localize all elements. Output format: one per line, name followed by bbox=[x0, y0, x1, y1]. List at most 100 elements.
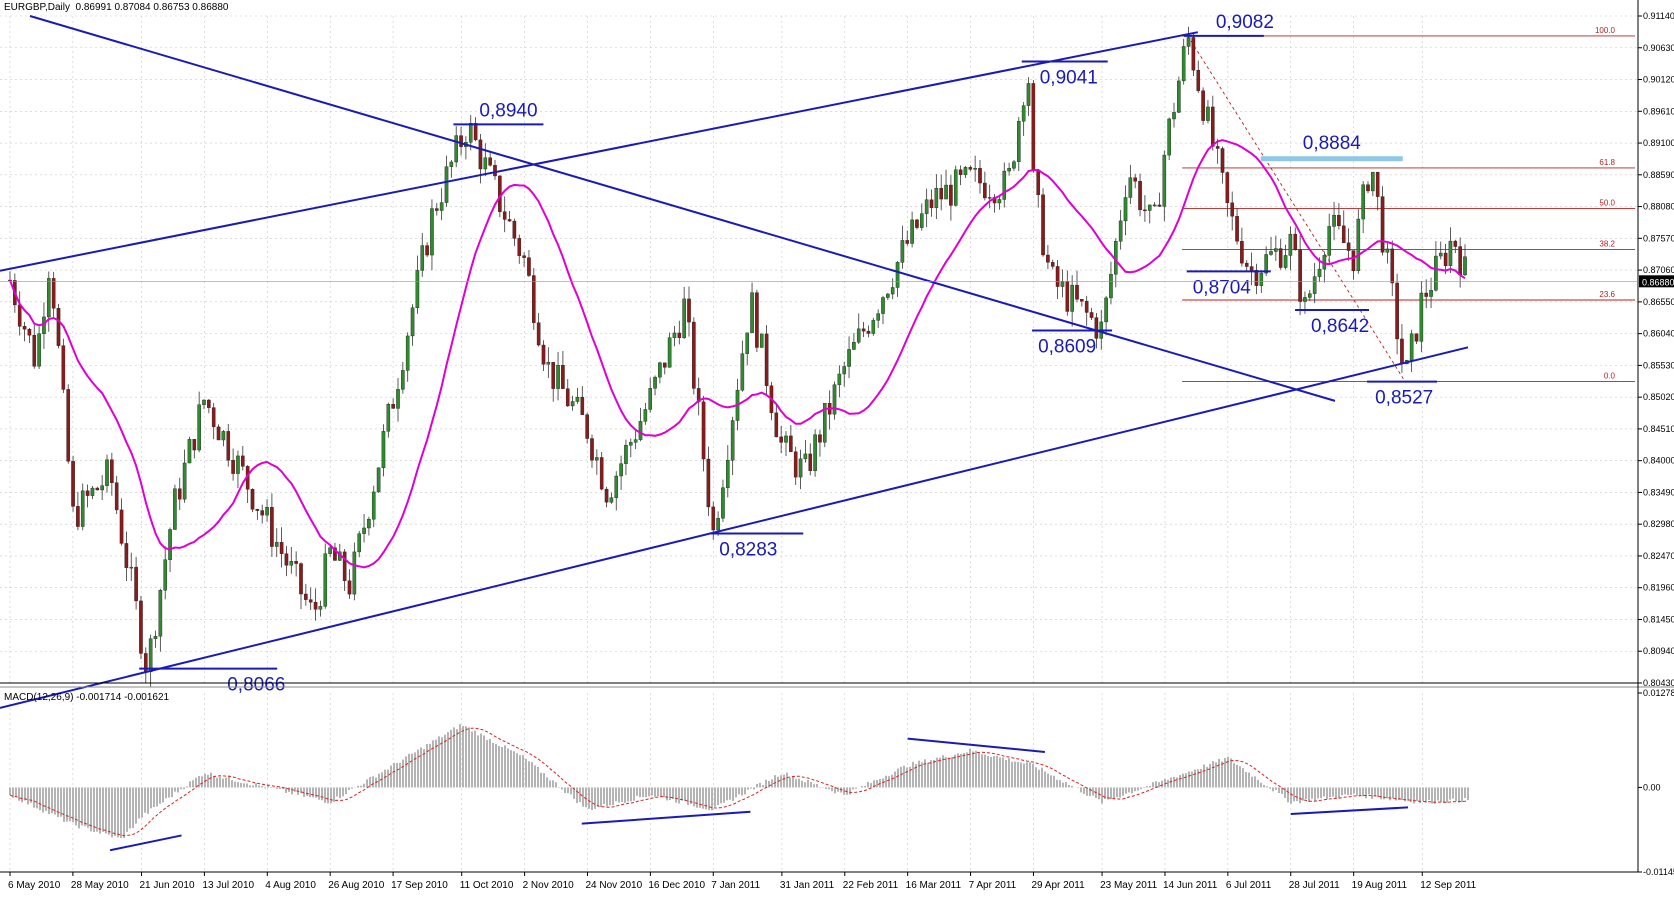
candle-body bbox=[556, 365, 560, 389]
candle-body bbox=[924, 199, 929, 214]
candle-body bbox=[1060, 281, 1065, 287]
time-tick-label: 4 Aug 2010 bbox=[265, 880, 316, 891]
candle-body bbox=[1094, 317, 1099, 339]
candle-body bbox=[1050, 262, 1055, 267]
time-tick-label: 7 Jan 2011 bbox=[711, 880, 760, 891]
candle-body bbox=[371, 491, 376, 520]
candle-body bbox=[1327, 226, 1331, 256]
candle-body bbox=[944, 184, 948, 200]
fib-level-label: 61.8 bbox=[1599, 158, 1615, 167]
candle-body bbox=[202, 399, 206, 405]
candle-body bbox=[997, 199, 1002, 204]
time-tick-label: 14 Jun 2011 bbox=[1163, 880, 1218, 891]
upper-channel-trendline bbox=[0, 31, 1199, 272]
candle-body bbox=[900, 240, 905, 263]
candle-body bbox=[653, 376, 657, 389]
candle-body bbox=[662, 362, 667, 368]
candle-body bbox=[793, 451, 798, 478]
candle-body bbox=[832, 384, 837, 415]
candle-body bbox=[1337, 214, 1341, 227]
candle-body bbox=[517, 238, 522, 256]
time-tick-label: 29 Apr 2011 bbox=[1031, 880, 1085, 891]
time-tick-label: 31 Jan 2011 bbox=[780, 880, 835, 891]
candle-body bbox=[798, 458, 803, 478]
candle-body bbox=[856, 328, 861, 343]
candle-body bbox=[134, 566, 138, 602]
candle-body bbox=[1317, 268, 1322, 277]
candle-body bbox=[401, 370, 405, 390]
price-annotation-label: 0,8066 bbox=[227, 675, 285, 696]
candle-body bbox=[546, 362, 551, 365]
candle-body bbox=[522, 255, 526, 258]
candle-body bbox=[236, 455, 240, 474]
candle-body bbox=[852, 342, 856, 350]
candle-body bbox=[299, 563, 303, 595]
candle-body bbox=[789, 435, 793, 452]
candle-body bbox=[260, 510, 265, 516]
candle-body bbox=[376, 467, 381, 493]
candle-body bbox=[1303, 297, 1307, 302]
candle-body bbox=[153, 636, 158, 639]
candle-body bbox=[1312, 276, 1317, 294]
candle-body bbox=[565, 388, 570, 407]
candle-body bbox=[1424, 292, 1428, 297]
candle-body bbox=[328, 547, 332, 554]
candle-body bbox=[808, 453, 813, 471]
candle-body bbox=[454, 135, 459, 163]
candle-body bbox=[1366, 184, 1370, 192]
price-candles bbox=[8, 26, 1467, 687]
candle-body bbox=[1225, 172, 1230, 204]
candle-body bbox=[527, 257, 531, 276]
candle-body bbox=[333, 547, 337, 561]
trendlines[interactable] bbox=[0, 15, 1469, 709]
candle-body bbox=[396, 389, 400, 409]
candle-body bbox=[692, 321, 696, 389]
candle-body bbox=[1123, 197, 1128, 222]
candle-body bbox=[1244, 262, 1249, 267]
candle-body bbox=[483, 157, 488, 170]
price-tick-label: 0.91140 bbox=[1643, 11, 1674, 21]
descending-trendline bbox=[29, 15, 1336, 402]
candle-body bbox=[1269, 251, 1273, 255]
time-tick-label: 22 Feb 2011 bbox=[843, 880, 899, 891]
candle-body bbox=[37, 333, 41, 367]
candle-body bbox=[1409, 333, 1414, 361]
candle-body bbox=[473, 123, 478, 141]
candle-body bbox=[813, 434, 817, 471]
candle-body bbox=[1133, 177, 1137, 182]
price-tick-label: 0.84000 bbox=[1643, 456, 1674, 466]
candle-body bbox=[391, 404, 395, 409]
macd-tick-label: 0.012785 bbox=[1643, 688, 1674, 698]
candle-body bbox=[973, 168, 977, 170]
candle-body bbox=[1230, 202, 1234, 217]
candle-body bbox=[47, 278, 51, 318]
candle-body bbox=[580, 396, 585, 415]
candle-body bbox=[1031, 83, 1036, 171]
candle-body bbox=[425, 245, 429, 256]
candle-body bbox=[1012, 161, 1016, 169]
candle-body bbox=[114, 482, 119, 511]
candle-body bbox=[211, 407, 216, 428]
candle-body bbox=[357, 533, 362, 553]
price-tick-label: 0.80430 bbox=[1643, 678, 1674, 688]
candle-body bbox=[895, 262, 900, 288]
candle-body bbox=[1293, 233, 1298, 250]
candle-body bbox=[658, 362, 662, 378]
candle-body bbox=[847, 349, 851, 367]
candle-body bbox=[415, 270, 420, 309]
candle-body bbox=[85, 490, 90, 496]
candle-body bbox=[1240, 240, 1244, 264]
candle-body bbox=[381, 431, 386, 469]
candle-body bbox=[27, 328, 32, 336]
candle-body bbox=[721, 487, 725, 519]
candle-body bbox=[488, 157, 492, 166]
candle-body bbox=[1186, 37, 1191, 47]
candle-body bbox=[1162, 154, 1167, 207]
candle-body bbox=[1278, 248, 1283, 268]
candle-body bbox=[105, 459, 109, 486]
candle-body bbox=[294, 561, 298, 564]
time-tick-label: 16 Mar 2011 bbox=[906, 880, 962, 891]
candle-body bbox=[342, 551, 347, 581]
candle-body bbox=[449, 161, 454, 167]
